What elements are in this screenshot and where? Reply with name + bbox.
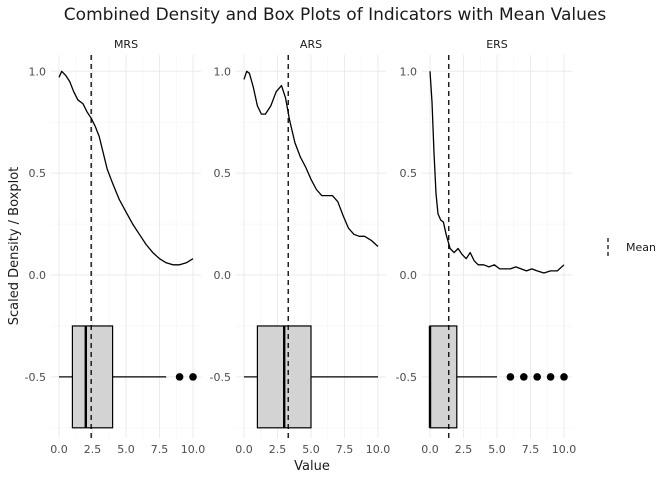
x-tick-label: 0.0 [421,443,439,456]
box-iqr [429,325,458,429]
x-tick-label: 10.0 [181,443,206,456]
box-outlier [546,373,555,381]
facet-label-ers: ERS [486,38,508,51]
facet-label-mrs: MRS [114,38,138,51]
y-tick-label: 0.0 [400,269,418,282]
legend-label-mean: Mean [626,241,656,254]
facet-label-ars: ARS [300,38,322,51]
x-tick-label: 7.5 [522,443,540,456]
facet-ars: ARS -0.5 0.0 0.5 1.0 0.0 2.5 5.0 7.5 10.0 [210,38,391,456]
box-outlier [520,373,528,381]
x-tick-label: 0.0 [50,443,68,456]
y-tick-label: 0.5 [214,167,232,180]
x-tick-label: 10.0 [366,443,391,456]
y-tick-label: 0.5 [29,167,47,180]
y-tick-label: 0.0 [29,269,47,282]
box-outlier [533,373,541,381]
facet-mrs: MRS -0.5 0.0 0.5 1.0 0.0 2.5 5.0 7.5 10.0 [25,38,206,456]
y-tick-label: -0.5 [25,371,46,384]
y-tick-label: 0.0 [214,269,232,282]
x-tick-label: 2.5 [455,443,473,456]
y-axis-title: Scaled Density / Boxplot [7,167,22,326]
box-outlier [175,373,184,381]
x-tick-label: 7.5 [336,443,354,456]
y-tick-label: 1.0 [214,65,232,78]
x-tick-label: 2.5 [84,443,102,456]
y-tick-label: 0.5 [400,167,418,180]
box-outlier [506,373,515,381]
box-iqr [71,325,114,429]
x-tick-label: 5.0 [117,443,135,456]
box-outlier [189,373,197,381]
x-tick-label: 0.0 [235,443,253,456]
density-curve-mrs [58,70,194,266]
x-tick-label: 10.0 [552,443,577,456]
facet-ers: ERS -0.5 0.0 0.5 1.0 0.0 2.5 5.0 7.5 10.0 [396,38,577,456]
x-tick-label: 2.5 [269,443,287,456]
x-tick-label: 5.0 [488,443,506,456]
legend: Mean [607,238,656,258]
y-tick-label: 1.0 [29,65,47,78]
density-curve-ers [429,71,565,274]
box-outlier [560,373,568,381]
chart-title: Combined Density and Box Plots of Indica… [64,5,607,25]
y-tick-label: -0.5 [396,371,417,384]
y-tick-label: 1.0 [400,65,418,78]
density-curve-ars [243,70,379,247]
y-tick-label: -0.5 [210,371,231,384]
facet-panels: MRS -0.5 0.0 0.5 1.0 0.0 2.5 5.0 7.5 10.0 ARS -0.5 0… [25,38,577,456]
x-tick-label: 5.0 [302,443,320,456]
x-axis-title: Value [294,459,330,474]
x-tick-label: 7.5 [151,443,169,456]
